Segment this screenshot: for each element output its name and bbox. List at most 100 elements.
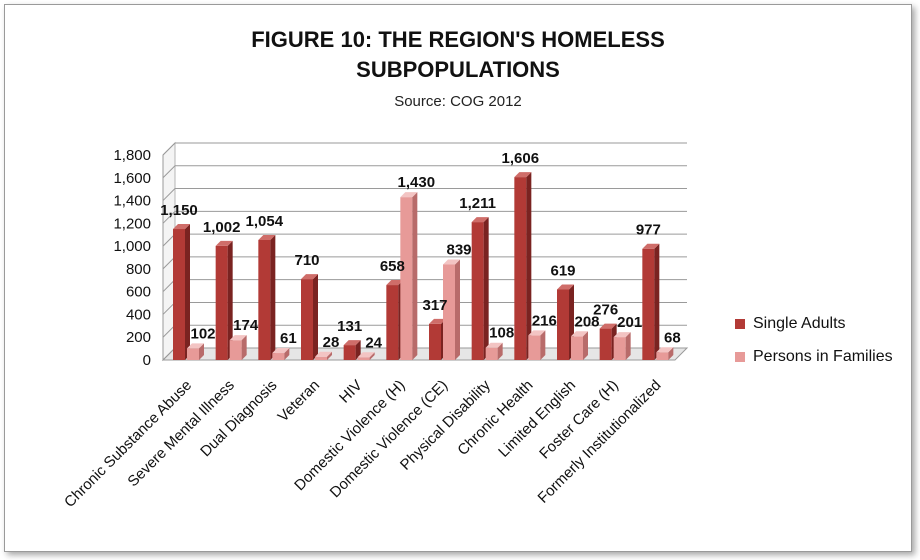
- data-label-persons-in-families: 201: [617, 314, 642, 331]
- bar-single-adults-top: [471, 217, 489, 223]
- bar-persons-in-families-top: [485, 342, 503, 348]
- bar-single-adults-front: [343, 345, 356, 360]
- legend-item-persons-in-families: Persons in Families: [735, 348, 893, 366]
- data-label-persons-in-families: 28: [323, 334, 340, 351]
- bar-persons-in-families-front: [485, 347, 498, 360]
- x-tick-label: Chronic Health: [454, 377, 536, 459]
- data-label-single-adults: 619: [550, 263, 575, 280]
- bar-single-adults-front: [386, 285, 399, 360]
- bar-persons-in-families-top: [400, 192, 418, 198]
- data-label-persons-in-families: 174: [233, 317, 259, 334]
- bar-chart: 0 200 400 600 800 1,000 1,200 1,400 1,600 1,800 1,…: [61, 141, 689, 511]
- legend-swatch-single-adults: [735, 319, 745, 329]
- bar-persons-in-families-side: [284, 348, 290, 360]
- data-label-persons-in-families: 216: [532, 312, 557, 329]
- bar-persons-in-families-top: [528, 330, 546, 336]
- data-label-single-adults: 131: [337, 318, 362, 335]
- bar-single-adults-top: [343, 340, 361, 346]
- data-label-persons-in-families: 68: [664, 329, 681, 346]
- y-tick-label: 1,800: [113, 147, 151, 164]
- bar-persons-in-families-top: [656, 347, 674, 353]
- x-tick-label: HIV: [336, 377, 366, 407]
- data-label-persons-in-families: 839: [446, 241, 471, 258]
- bar-persons-in-families-side: [497, 342, 503, 360]
- data-label-single-adults: 1,211: [459, 195, 496, 212]
- gridline: [162, 233, 687, 247]
- data-label-single-adults: 1,054: [246, 213, 284, 230]
- data-label-single-adults: 1,150: [160, 202, 198, 219]
- data-label-single-adults: 1,606: [502, 150, 540, 167]
- legend-label-single-adults: Single Adults: [753, 315, 846, 332]
- gridline: [162, 165, 687, 179]
- bar-persons-in-families-top: [315, 351, 332, 357]
- bar-single-adults-side: [355, 340, 361, 360]
- data-label-persons-in-families: 61: [280, 330, 297, 347]
- bar-single-adults-top: [258, 234, 276, 240]
- bar-single-adults-top: [215, 240, 233, 246]
- bar-persons-in-families-front: [272, 353, 285, 360]
- data-label-single-adults: 658: [380, 258, 405, 275]
- bar-persons-in-families-side: [455, 259, 460, 360]
- chart-title-line2: SUBPOPULATIONS: [356, 57, 560, 82]
- bar-persons-in-families-side: [668, 347, 674, 360]
- bar-single-adults-top: [386, 280, 404, 286]
- data-label-single-adults: 977: [636, 222, 661, 239]
- y-tick-label: 800: [126, 261, 151, 278]
- bar-persons-in-families-front: [571, 336, 583, 360]
- legend-label-persons-in-families: Persons in Families: [753, 348, 893, 365]
- x-tick-label: Dual Diagnosis: [197, 377, 280, 460]
- bar-single-adults-top: [557, 284, 574, 290]
- bar-persons-in-families-front: [528, 335, 541, 360]
- bar-persons-in-families-front: [357, 357, 370, 360]
- bar-single-adults-front: [173, 229, 185, 360]
- y-tick-label: 400: [126, 306, 151, 323]
- y-tick-label: 1,600: [113, 170, 151, 187]
- bar-persons-in-families-side: [199, 343, 204, 360]
- bar-single-adults-top: [429, 318, 446, 324]
- y-tick-label: 1,400: [113, 193, 151, 210]
- bar-persons-in-families-top: [613, 332, 631, 338]
- legend-item-single-adults: Single Adults: [735, 315, 846, 333]
- y-tick-label: 600: [126, 284, 151, 301]
- bar-single-adults-front: [471, 222, 484, 360]
- bar-persons-in-families-front: [443, 264, 455, 360]
- bar-persons-in-families-side: [540, 330, 546, 360]
- bar-single-adults-side: [654, 243, 660, 360]
- gridline: [162, 279, 687, 293]
- gridline: [162, 142, 687, 156]
- bar-persons-in-families-top: [357, 352, 375, 358]
- bar-persons-in-families-front: [187, 348, 199, 360]
- bar-single-adults-front: [557, 289, 569, 360]
- bar-persons-in-families-front: [315, 356, 327, 360]
- data-label-persons-in-families: 102: [190, 325, 215, 342]
- data-label-persons-in-families: 208: [574, 313, 599, 330]
- bar-persons-in-families-front: [656, 352, 669, 360]
- y-tick-label: 1,000: [113, 238, 151, 255]
- bar-persons-in-families-top: [229, 335, 247, 341]
- bar-persons-in-families-top: [272, 348, 290, 354]
- bar-persons-in-families-side: [369, 352, 375, 360]
- bar-single-adults-top: [173, 224, 190, 230]
- bar-single-adults-top: [599, 323, 617, 329]
- chart-subtitle: Source: COG 2012: [394, 93, 522, 110]
- bar-single-adults-front: [599, 328, 612, 360]
- chart-frame: FIGURE 10: THE REGION'S HOMELESS SUBPOPU…: [4, 4, 912, 552]
- x-tick-label: Veteran: [275, 377, 324, 426]
- bar-persons-in-families-top: [443, 259, 460, 265]
- bar-single-adults-side: [270, 234, 276, 360]
- bar-persons-in-families-side: [625, 332, 631, 360]
- bar-single-adults-top: [301, 274, 318, 280]
- bar-persons-in-families-side: [327, 351, 332, 360]
- bar-persons-in-families-front: [400, 197, 413, 360]
- bar-single-adults-side: [313, 274, 318, 360]
- bar-persons-in-families-side: [583, 331, 588, 360]
- gridline: [162, 256, 687, 270]
- data-label-single-adults: 317: [422, 297, 447, 314]
- gridline: [162, 210, 687, 224]
- data-label-single-adults: 710: [294, 252, 319, 269]
- y-tick-label: 0: [143, 352, 151, 369]
- bar-single-adults-front: [642, 248, 655, 360]
- bar-single-adults-side: [483, 217, 489, 360]
- bar-single-adults-front: [258, 239, 271, 360]
- bar-single-adults-side: [526, 172, 532, 360]
